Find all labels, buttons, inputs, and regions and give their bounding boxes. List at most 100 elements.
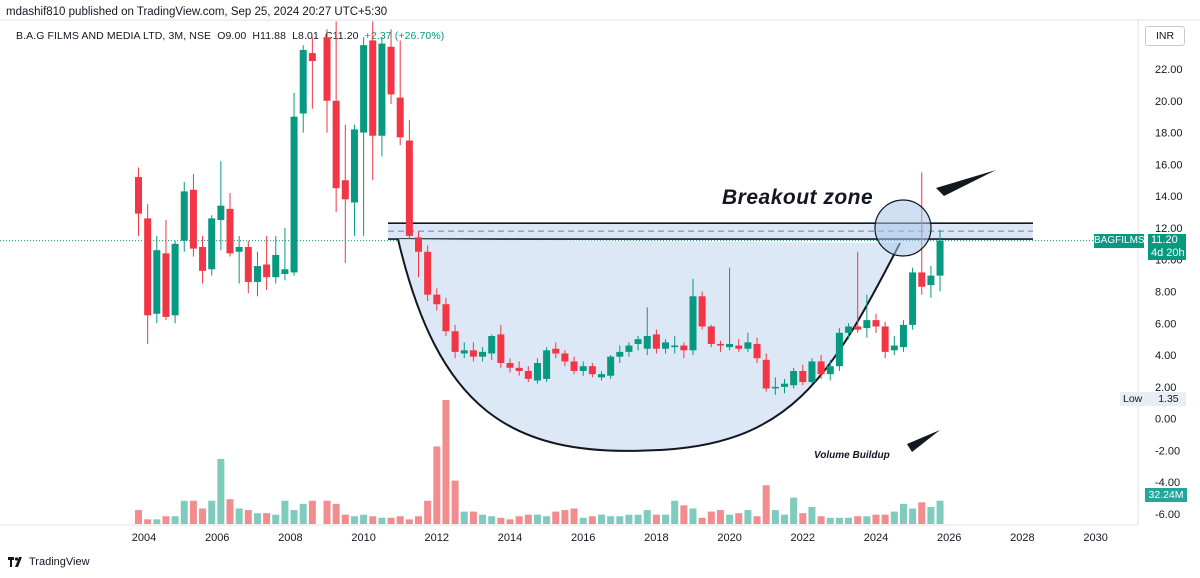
candle-body [360,45,368,133]
volume-bar [634,514,642,524]
ohlc-open: O9.00 [217,30,247,42]
volume-bar [918,502,926,524]
candle-body [790,370,798,386]
candle [680,342,688,359]
volume-bar [927,506,935,524]
volume-bar [652,514,660,524]
candle [598,370,605,381]
y-tick-label: -6.00 [1155,509,1180,521]
candle [543,347,551,383]
candle [835,328,843,371]
candle-body [927,275,935,286]
volume-bar [180,500,188,524]
candle [497,324,505,368]
volume-bar [442,400,450,524]
x-tick-label: 2026 [937,532,961,544]
volume-bar [808,506,816,524]
candle-body [524,370,532,379]
candle-body [598,374,605,378]
candle-body [488,336,496,354]
volume-bar [341,514,349,524]
volume-bar [845,517,853,524]
volume-bar [281,500,289,524]
candle-body [497,334,505,364]
candle [881,321,889,359]
breakout-circle [874,199,932,257]
candle-body [543,350,551,379]
candle-body [716,343,724,346]
x-tick-label: 2012 [425,532,449,544]
currency-button[interactable]: INR [1145,26,1185,46]
volume-bar [726,514,734,524]
volume-bar [171,516,179,524]
candle-body [533,363,541,381]
volume-bar [378,517,386,524]
overlay [874,170,996,452]
volume-bar [643,510,651,524]
volume-bar [735,513,743,524]
volume-bar [716,510,724,524]
volume-bar [607,516,615,524]
volume-bar [479,514,487,524]
candle [308,37,316,109]
x-tick-label: 2014 [498,532,522,544]
volume-bar [936,500,944,524]
symbol-price-tag: BAGFILMS [1094,234,1145,248]
candle [790,367,798,389]
candle-body [460,350,468,354]
candle-body [899,324,907,348]
breakout-arrow-icon [936,170,996,196]
volume-bar [909,508,917,524]
volume-bar [662,514,670,524]
symbol-name: B.A.G FILMS AND MEDIA LTD, 3M, NSE [16,30,212,42]
volume-bar [144,519,152,524]
candle-body [415,237,422,252]
volume-bar [625,514,633,524]
candle [323,29,331,133]
volume-bar [290,510,298,524]
candle-body [845,326,853,333]
candle [781,378,788,394]
candle [488,334,496,360]
volume-bar [497,517,505,524]
candle [469,342,477,362]
candle [533,358,541,384]
candle [817,355,825,379]
y-tick-label: 14.00 [1155,191,1183,203]
candle-body [799,370,807,383]
volume-bar [826,517,834,524]
candle [135,167,143,236]
volume-bar [451,480,459,524]
candle-body [781,383,788,387]
volume-bar [680,505,688,524]
candle [762,353,770,392]
volume-bar [469,511,477,524]
x-tick-label: 2020 [717,532,741,544]
volume-bar [235,508,243,524]
candle-body [226,208,234,254]
x-tick-label: 2008 [278,532,302,544]
volume-bar [890,511,898,524]
candle [387,29,395,104]
candle [671,336,679,354]
candle [735,339,743,352]
candle-body [698,296,706,327]
x-tick-label: 2006 [205,532,229,544]
candle [689,278,697,356]
candle [208,215,216,276]
candle [579,361,587,376]
tradingview-brand[interactable]: TradingView [8,556,90,568]
candle [607,355,615,379]
candle [588,363,596,378]
candle-body [341,180,349,200]
candle-body [299,49,307,114]
volume-bar [415,516,422,524]
x-tick-label: 2030 [1083,532,1107,544]
candle-body [643,336,651,349]
candle [433,288,441,311]
candle [180,181,188,252]
y-tick-label: -2.00 [1155,445,1180,457]
candle-body [570,361,578,371]
candle [217,161,225,251]
